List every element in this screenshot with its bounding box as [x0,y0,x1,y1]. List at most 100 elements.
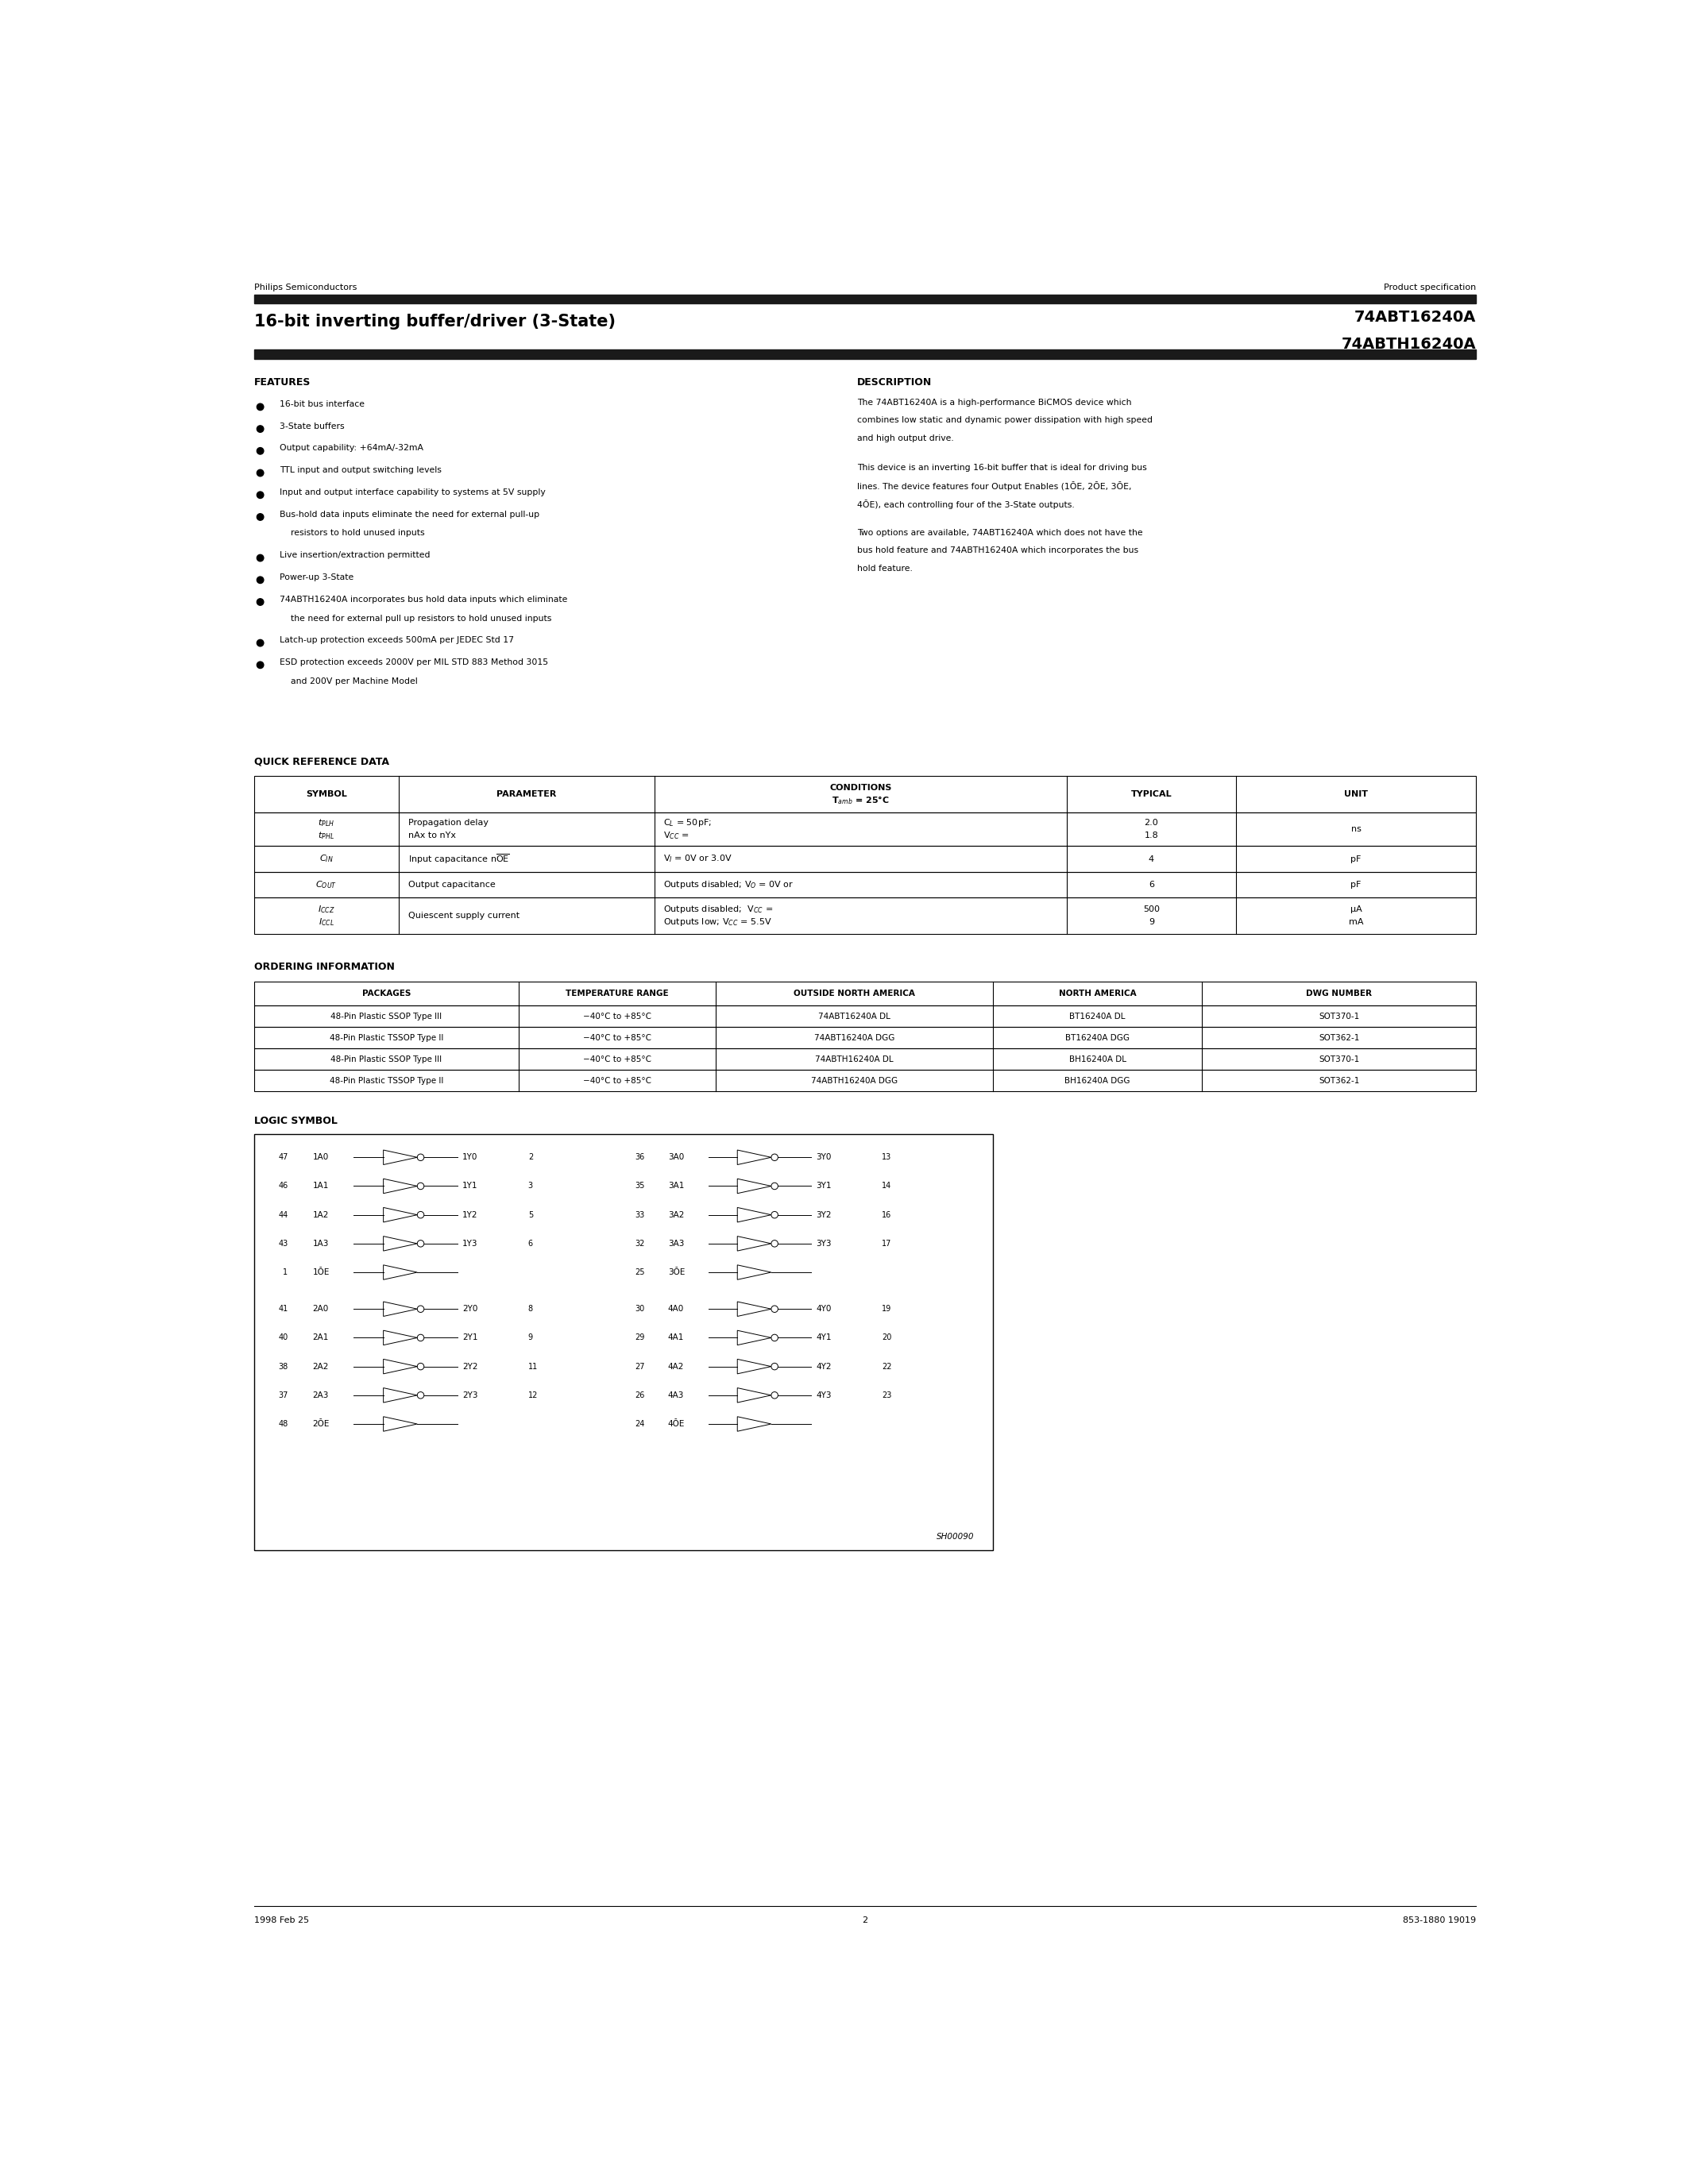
Text: SOT370-1: SOT370-1 [1318,1055,1359,1064]
Text: 1A3: 1A3 [312,1241,329,1247]
Text: Live insertion/extraction permitted: Live insertion/extraction permitted [280,550,430,559]
Text: This device is an inverting 16-bit buffer that is ideal for driving bus: This device is an inverting 16-bit buffe… [858,463,1148,472]
Text: 9: 9 [1148,917,1155,926]
Text: PACKAGES: PACKAGES [361,989,410,998]
Text: TYPICAL: TYPICAL [1131,791,1171,797]
Text: 2: 2 [528,1153,533,1162]
Text: 2A0: 2A0 [312,1306,329,1313]
Text: 1.8: 1.8 [1144,832,1158,839]
Text: 3ŎE: 3ŎE [668,1269,685,1275]
Text: 2.0: 2.0 [1144,819,1158,828]
Text: 9: 9 [528,1334,533,1341]
Text: UNIT: UNIT [1344,791,1367,797]
Text: 74ABTH16240A: 74ABTH16240A [1342,336,1475,352]
Bar [255,898,1475,935]
Text: 43: 43 [279,1241,289,1247]
Text: ESD protection exceeds 2000V per MIL STD 883 Method 3015: ESD protection exceeds 2000V per MIL STD… [280,657,549,666]
Text: Outputs low; V$_{CC}$ = 5.5V: Outputs low; V$_{CC}$ = 5.5V [663,917,771,928]
Text: T$_{amb}$ = 25°C: T$_{amb}$ = 25°C [832,795,890,806]
Text: I$_{CCZ}$: I$_{CCZ}$ [317,904,334,915]
Text: Propagation delay: Propagation delay [408,819,488,828]
Text: 2Y3: 2Y3 [463,1391,478,1400]
Text: BT16240A DL: BT16240A DL [1070,1013,1126,1020]
Text: 3-State buffers: 3-State buffers [280,422,344,430]
Text: Input and output interface capability to systems at 5V supply: Input and output interface capability to… [280,489,545,496]
Text: 1998 Feb 25: 1998 Feb 25 [255,1915,309,1924]
Text: t$_{PLH}$: t$_{PLH}$ [317,817,334,828]
Text: 22: 22 [883,1363,891,1369]
Text: NORTH AMERICA: NORTH AMERICA [1058,989,1136,998]
Text: 3A2: 3A2 [668,1210,684,1219]
Text: 4ŎE), each controlling four of the 3-State outputs.: 4ŎE), each controlling four of the 3-Sta… [858,500,1075,509]
Bar [255,295,1475,304]
Text: lines. The device features four Output Enables (1ŎE, 2ŎE, 3ŎE,: lines. The device features four Output E… [858,483,1133,491]
Text: SOT362-1: SOT362-1 [1318,1077,1359,1085]
Text: SYMBOL: SYMBOL [306,791,348,797]
Text: 6: 6 [1148,880,1155,889]
Text: and high output drive.: and high output drive. [858,435,954,443]
Bar [255,349,1475,358]
Text: 2: 2 [863,1915,868,1924]
Bar [255,1026,1475,1048]
Circle shape [257,555,263,561]
Text: 4Y2: 4Y2 [817,1363,832,1369]
Circle shape [257,598,263,605]
Text: Two options are available, 74ABT16240A which does not have the: Two options are available, 74ABT16240A w… [858,529,1143,537]
Text: ORDERING INFORMATION: ORDERING INFORMATION [255,961,395,972]
Text: Outputs disabled; V$_O$ = 0V or: Outputs disabled; V$_O$ = 0V or [663,878,793,891]
Text: 35: 35 [635,1182,645,1190]
Bar [255,1133,993,1551]
Text: nAx to nYx: nAx to nYx [408,832,456,839]
Text: 74ABTH16240A incorporates bus hold data inputs which eliminate: 74ABTH16240A incorporates bus hold data … [280,596,567,603]
Text: I$_{CCL}$: I$_{CCL}$ [319,917,334,928]
Text: 1: 1 [284,1269,289,1275]
Text: BH16240A DGG: BH16240A DGG [1065,1077,1131,1085]
Text: 2A2: 2A2 [312,1363,329,1369]
Text: resistors to hold unused inputs: resistors to hold unused inputs [290,529,425,537]
Circle shape [257,404,263,411]
Circle shape [257,513,263,520]
Text: 8: 8 [528,1306,533,1313]
Circle shape [257,448,263,454]
Text: 74ABTH16240A DGG: 74ABTH16240A DGG [810,1077,898,1085]
Text: 4A0: 4A0 [668,1306,684,1313]
Text: SOT362-1: SOT362-1 [1318,1033,1359,1042]
Text: 1A2: 1A2 [312,1210,329,1219]
Text: 3A1: 3A1 [668,1182,684,1190]
Text: QUICK REFERENCE DATA: QUICK REFERENCE DATA [255,756,390,767]
Text: −40°C to +85°C: −40°C to +85°C [582,1055,652,1064]
Text: 32: 32 [635,1241,645,1247]
Text: BH16240A DL: BH16240A DL [1069,1055,1126,1064]
Text: 14: 14 [883,1182,891,1190]
Bar [255,775,1475,812]
Text: ns: ns [1350,826,1361,834]
Text: 11: 11 [528,1363,538,1369]
Text: 6: 6 [528,1241,533,1247]
Text: 1Y0: 1Y0 [463,1153,478,1162]
Text: 47: 47 [279,1153,289,1162]
Text: 500: 500 [1143,906,1160,913]
Text: pF: pF [1350,854,1361,863]
Circle shape [257,640,263,646]
Text: 4A1: 4A1 [668,1334,684,1341]
Text: 1Y3: 1Y3 [463,1241,478,1247]
Text: mA: mA [1349,917,1364,926]
Text: 4: 4 [1148,854,1155,863]
Text: Input capacitance n$\overline{\rm OE}$: Input capacitance n$\overline{\rm OE}$ [408,852,510,865]
Text: −40°C to +85°C: −40°C to +85°C [582,1013,652,1020]
Text: pF: pF [1350,880,1361,889]
Text: 12: 12 [528,1391,538,1400]
Text: V$_{CC}$ =: V$_{CC}$ = [663,830,689,841]
Text: The 74ABT16240A is a high-performance BiCMOS device which: The 74ABT16240A is a high-performance Bi… [858,397,1133,406]
Text: SOT370-1: SOT370-1 [1318,1013,1359,1020]
Text: 2Y0: 2Y0 [463,1306,478,1313]
Text: 4Y3: 4Y3 [817,1391,832,1400]
Text: C$_{OUT}$: C$_{OUT}$ [316,880,338,891]
Text: 2Y2: 2Y2 [463,1363,478,1369]
Text: 20: 20 [883,1334,891,1341]
Text: combines low static and dynamic power dissipation with high speed: combines low static and dynamic power di… [858,417,1153,424]
Circle shape [257,491,263,498]
Text: 13: 13 [883,1153,891,1162]
Text: 2ŎE: 2ŎE [312,1420,329,1428]
Text: 16-bit inverting buffer/driver (3-State): 16-bit inverting buffer/driver (3-State) [255,314,616,330]
